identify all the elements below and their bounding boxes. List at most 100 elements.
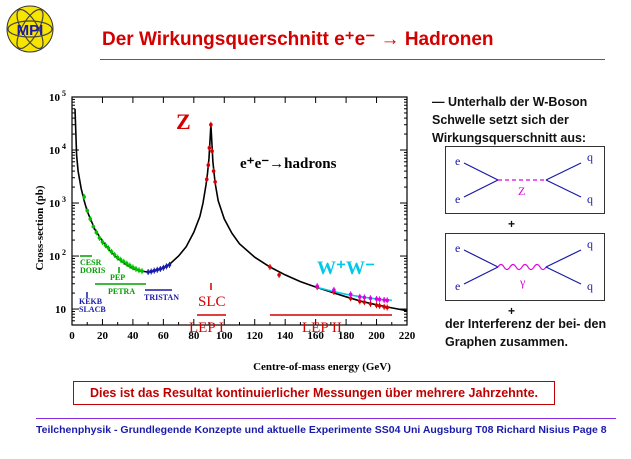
mpi-atom-logo: MPI	[4, 3, 56, 55]
experiment-pep: PEP	[110, 273, 125, 282]
fd2-q-bot-label: q	[587, 279, 593, 293]
caption-box: Dies ist das Resultat kontinuierlicher M…	[73, 381, 555, 405]
data-point-lep1	[207, 146, 212, 150]
data-point-tristan	[149, 269, 153, 274]
y-tick-label: 10 2	[49, 248, 66, 263]
x-tick-label: 160	[307, 330, 324, 342]
data-point-tristan	[152, 268, 157, 273]
data-point-lep2	[268, 265, 272, 269]
x-tick-label: 200	[368, 330, 385, 342]
atom-icon: MPI	[6, 5, 54, 53]
data-point-ww	[385, 298, 390, 303]
feynman-diagram-photon: e e q q γ	[445, 233, 605, 301]
x-tick-label: 220	[399, 330, 416, 342]
fd1-q-bot-label: q	[587, 192, 593, 206]
y-tick-label: 10 5	[49, 89, 66, 104]
x-tick-label: 180	[338, 330, 355, 342]
data-point-low-energy	[100, 240, 105, 244]
data-point-low-energy	[103, 243, 108, 248]
data-point-ww	[315, 284, 319, 288]
slc-label: SLC	[198, 294, 226, 310]
fd2-e-out-label: e	[455, 279, 460, 293]
fd2-boson-label: γ	[519, 275, 526, 289]
experiment-slacb: SLACB	[79, 305, 106, 314]
fd1-e-out-label: e	[455, 192, 460, 206]
x-tick-label: 140	[277, 330, 294, 342]
data-point-low-energy	[88, 217, 93, 221]
data-point-ww	[382, 298, 386, 302]
title-divider	[100, 59, 605, 60]
x-tick-label: 0	[69, 330, 75, 342]
data-point-lep2	[362, 300, 367, 304]
x-tick-label: 60	[158, 330, 170, 342]
data-point-lep2	[385, 305, 390, 310]
data-point-ww	[374, 297, 379, 301]
x-tick-label: 120	[246, 330, 263, 342]
data-point-low-energy	[131, 265, 135, 270]
data-point-low-energy	[82, 195, 86, 199]
footer-text: Teilchenphysik - Grundlegende Konzepte u…	[36, 424, 607, 436]
data-point-lep1	[210, 149, 214, 153]
data-point-lep2	[368, 302, 373, 306]
data-point-lep1	[213, 180, 217, 184]
data-point-low-energy	[106, 246, 111, 251]
lep2-label: LEP II	[302, 320, 342, 336]
lep1-label: LEP I	[189, 320, 224, 336]
data-point-low-energy	[125, 261, 129, 266]
page-title: Der Wirkungsquerschnitt e⁺e⁻ → Hadronen	[102, 29, 494, 50]
data-point-low-energy	[97, 236, 102, 240]
data-point-ww	[332, 288, 336, 292]
data-point-low-energy	[137, 268, 141, 273]
data-point-low-energy	[112, 253, 117, 257]
y-tick-label: 10 4	[49, 142, 66, 157]
y-tick-label: 10	[55, 304, 67, 316]
plus-sign-1: +	[508, 217, 516, 231]
svg-text:MPI: MPI	[17, 22, 44, 39]
experiment-tristan: TRISTAN	[144, 293, 179, 302]
y-axis-label: Cross-section (pb)	[34, 185, 46, 270]
data-point-tristan	[161, 265, 166, 270]
fd1-boson-label: Z	[518, 184, 525, 198]
x-tick-label: 20	[97, 330, 109, 342]
data-point-lep2	[374, 303, 379, 308]
fd1-q-top-label: q	[587, 150, 593, 164]
data-point-lep2	[357, 299, 362, 304]
data-point-lep2	[382, 305, 386, 309]
data-point-low-energy	[118, 257, 123, 262]
data-point-low-energy	[91, 224, 96, 229]
data-points-layer	[82, 121, 390, 311]
side-outro-text: der Interferenz der bei- den Graphen zus…	[445, 317, 607, 349]
data-point-low-energy	[109, 250, 114, 254]
data-point-lep2	[277, 273, 281, 277]
data-point-tristan	[158, 267, 163, 271]
data-point-low-energy	[94, 230, 99, 235]
side-intro-text: — Unterhalb der W-Boson Schwelle setzt s…	[432, 95, 588, 145]
data-point-low-energy	[85, 208, 90, 213]
axis-ticks: 0 20 40 60 80 100 120 140 160 180 200 220 10 5 10 4 10…	[49, 89, 416, 342]
chart-labels-layer: Cross-section (pb) Centre-of-mass energy…	[34, 109, 392, 373]
data-point-ww	[377, 297, 382, 302]
experiment-cesr: CESR	[80, 258, 102, 267]
z-label: Z	[176, 109, 191, 134]
data-point-low-energy	[121, 259, 126, 264]
data-point-ww	[362, 295, 367, 300]
data-point-lep2	[377, 304, 382, 308]
fd2-q-top-label: q	[587, 237, 593, 251]
feynman-diagram-z: e e q q Z	[445, 146, 605, 214]
fd1-e-in-label: e	[455, 154, 460, 168]
data-point-lep1	[211, 169, 216, 173]
data-point-lep2	[348, 296, 353, 301]
x-tick-label: 80	[188, 330, 200, 342]
process-label: e⁺e⁻→hadrons	[240, 156, 337, 172]
x-axis-label: Centre-of-mass energy (GeV)	[253, 361, 391, 373]
data-point-low-energy	[128, 263, 132, 268]
ww-label: W⁺W⁻	[317, 258, 375, 279]
data-point-tristan	[167, 263, 172, 267]
experiment-petra: PETRA	[108, 287, 135, 296]
cross-section-chart: 0 20 40 60 80 100 120 140 160 180 200 220 10 5 10 4 10…	[34, 89, 416, 373]
data-point-lep1	[206, 163, 211, 167]
data-point-ww	[348, 292, 353, 297]
data-point-ww	[368, 296, 373, 301]
fd2-e-in-label: e	[455, 241, 460, 255]
experiment-kekb: KEKB	[79, 297, 103, 306]
